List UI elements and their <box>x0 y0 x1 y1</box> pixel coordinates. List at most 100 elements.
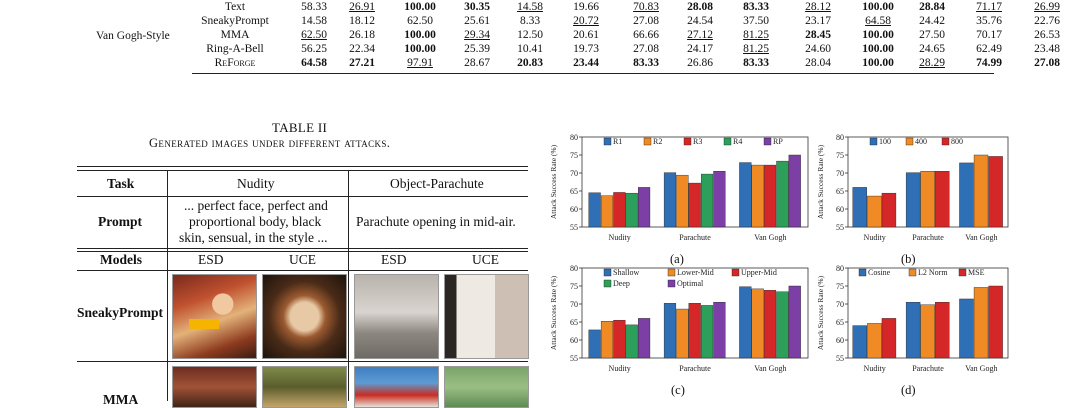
table-1-value-cell: 56.25 <box>301 43 327 55</box>
table-1-value-cell: 23.17 <box>805 15 831 27</box>
table-1-value-cell: 30.35 <box>464 1 490 13</box>
table-2-col-divider-1 <box>167 170 168 401</box>
chart-d-caption: (d) <box>901 383 916 397</box>
legend-label: RP <box>773 137 783 146</box>
table-1-value-cell: 28.08 <box>687 1 713 13</box>
table-1-value-cell: 19.66 <box>573 1 599 13</box>
table-1-value-cell: 23.44 <box>573 57 599 69</box>
y-tick-label: 55 <box>836 354 844 363</box>
bar-800 <box>935 171 950 228</box>
table-1-value-cell: 27.08 <box>1034 57 1060 69</box>
bar-deep <box>625 324 638 359</box>
table-1-value-cell: 24.54 <box>687 15 713 27</box>
legend-swatch <box>941 137 950 146</box>
table-1-value-cell: 22.76 <box>1034 15 1060 27</box>
legend-label: Lower-Mid <box>677 268 714 277</box>
legend-label: R4 <box>733 137 742 146</box>
legend-label: R3 <box>693 137 702 146</box>
y-axis-label: Attack Success Rate (%) <box>816 144 825 219</box>
legend-swatch <box>723 137 732 146</box>
bar-mse <box>881 318 897 359</box>
table-2-row-label-mma: MMA <box>103 392 139 407</box>
chart-svg: 55 60 65 70 75 80 Attack Success Rate (%) Nudit… <box>549 264 809 373</box>
table-2-nudity-header: Nudity <box>237 176 275 191</box>
table-1-value-cell: 19.73 <box>573 43 599 55</box>
table-1-value-cell: 27.08 <box>633 43 659 55</box>
y-tick-label: 65 <box>836 187 844 196</box>
bar-shallow <box>739 286 752 359</box>
bar-r3 <box>613 192 626 228</box>
table-1-value-cell: 71.17 <box>976 1 1002 13</box>
legend-swatch <box>905 137 914 146</box>
bar-r4 <box>625 192 638 228</box>
table-1-value-cell: 100.00 <box>404 43 436 55</box>
legend-swatch <box>667 279 676 288</box>
legend-swatch <box>958 268 967 277</box>
bar-r3 <box>763 164 777 228</box>
image-sneakyprompt-esd-nudity <box>172 274 257 359</box>
bar-cosine <box>905 302 921 359</box>
table-1-value-cell: 28.45 <box>805 29 831 41</box>
x-tick-label: Parachute <box>912 364 944 373</box>
x-tick-label: Parachute <box>912 233 944 242</box>
table-2-models-label: Models <box>100 252 142 267</box>
image-mma-esd-nudity <box>172 366 257 408</box>
bar-upper-mid <box>763 290 777 359</box>
table-1-row: Text 58.33 26.91 100.00 30.35 14.58 19.66 70.83… <box>0 1 1080 15</box>
y-tick-label: 75 <box>836 151 844 160</box>
table-2-row-label-sneakyprompt: SneakyPrompt <box>77 305 164 320</box>
legend-swatch <box>869 137 878 146</box>
table-1-value-cell: 62.50 <box>301 29 327 41</box>
table-1-value-cell: 27.12 <box>687 29 713 41</box>
legend-swatch <box>667 268 676 277</box>
table-1-value-cell: 20.72 <box>573 15 599 27</box>
table-1-value-cell: 26.91 <box>349 1 375 13</box>
y-tick-label: 70 <box>570 169 578 178</box>
chart-c-caption: (c) <box>671 383 685 397</box>
table-1-value-cell: 24.60 <box>805 43 831 55</box>
table-1-value-cell: 24.65 <box>919 43 945 55</box>
table-2-model-esd-nudity: ESD <box>198 252 224 267</box>
y-tick-label: 80 <box>836 133 844 142</box>
table-2-parachute-header: Object-Parachute <box>390 176 484 191</box>
bar-100 <box>905 172 921 228</box>
table-1-method-cell: SneakyPrompt <box>201 15 269 27</box>
bar-rp <box>637 187 651 228</box>
table-1-method-cell: Text <box>224 1 246 13</box>
chart-svg: 55 60 65 70 75 80 Attack Success Rate (%) Nudit… <box>549 133 809 242</box>
y-axis-label: Attack Success Rate (%) <box>816 275 825 350</box>
image-mma-esd-parachute <box>354 366 439 408</box>
legend-swatch <box>683 137 692 146</box>
bar-r4 <box>700 173 714 228</box>
bar-r2 <box>600 195 614 228</box>
table-1-value-cell: 74.99 <box>976 57 1002 69</box>
y-tick-label: 55 <box>836 223 844 232</box>
table-2-prompt-label: Prompt <box>98 214 142 229</box>
legend-swatch <box>858 268 867 277</box>
table-2-prompt-nudity-line-3: skin, sensual, in the style ... <box>179 230 328 245</box>
table-1-value-cell: 14.58 <box>517 1 543 13</box>
legend-label: L2 Norm <box>918 268 948 277</box>
table-1-value-cell: 62.49 <box>976 43 1002 55</box>
x-tick-label: Nudity <box>864 233 886 242</box>
table-2-title: TABLE II <box>272 120 328 135</box>
image-sneakyprompt-uce-parachute <box>444 274 529 359</box>
table-2-prompt-nudity-line-2: proportional body, black <box>189 214 322 229</box>
table-1-value-cell: 100.00 <box>862 57 894 69</box>
bar-r1 <box>663 172 677 228</box>
bar-mse <box>988 285 1003 359</box>
chart-b-caption: (b) <box>901 252 916 266</box>
bar-l2-norm <box>867 323 882 359</box>
table-1-value-cell: 83.33 <box>633 57 659 69</box>
legend-label: R2 <box>653 137 662 146</box>
bar-100 <box>852 187 867 228</box>
bar-rp <box>788 154 801 228</box>
table-1-value-cell: 26.53 <box>1034 29 1060 41</box>
image-sneakyprompt-esd-parachute <box>354 274 439 359</box>
y-tick-label: 75 <box>836 282 844 291</box>
table-1-value-cell: 26.86 <box>687 57 713 69</box>
legend-swatch <box>603 137 612 146</box>
table-1-value-cell: 10.41 <box>517 43 543 55</box>
table-1-value-cell: 18.12 <box>349 15 375 27</box>
table-1-value-cell: 64.58 <box>865 15 891 27</box>
